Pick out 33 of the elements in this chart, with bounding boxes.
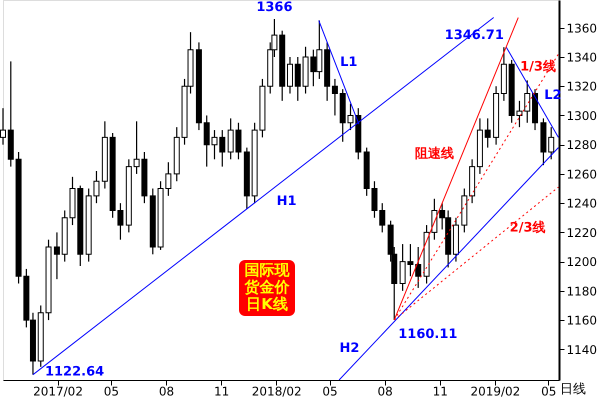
y-tick-label: 1200: [566, 255, 598, 270]
x-tick-label: 11: [432, 384, 448, 398]
y-tick-label: 1360: [566, 21, 598, 36]
x-tick-label: 05: [541, 384, 556, 398]
x-tick-label: 08: [158, 384, 174, 398]
series-label: 2/3线: [510, 220, 546, 236]
y-tick-label: 1180: [566, 284, 598, 298]
annotation: 1160.11: [398, 326, 458, 342]
x-tick-label: 05: [104, 384, 119, 398]
y-tick-label: 1140: [566, 342, 598, 357]
series-label: H1: [276, 194, 297, 209]
x-tick-label: 05: [322, 384, 338, 398]
x-tick-label: 08: [378, 384, 393, 398]
x-tick-label: 2019/02: [470, 384, 520, 398]
y-tick-label: 1320: [566, 80, 598, 94]
annotation: 1366: [256, 0, 293, 15]
series-label: 1/3线: [520, 60, 556, 75]
y-tick-label: 1340: [566, 50, 598, 64]
y-tick-label: 1160: [566, 314, 598, 328]
y-tick-label: 1300: [566, 108, 598, 123]
series-label: H2: [339, 341, 360, 356]
text: 国际现货金价日K线: [244, 261, 290, 313]
x-tick-label: 11: [214, 384, 230, 398]
series-label: 阻速线: [414, 146, 454, 162]
x-tick-label: 2018/02: [252, 384, 302, 398]
y-tick-label: 1240: [566, 196, 598, 211]
x-tick-label: 2017/02: [33, 384, 83, 398]
series-label: L1: [340, 54, 358, 70]
annotation: 1122.64: [44, 364, 104, 380]
y-tick-label: 1260: [566, 167, 598, 182]
y-tick-label: 1280: [566, 138, 598, 152]
y-tick-label: 1220: [566, 226, 598, 240]
x-axis-title: 日线: [560, 382, 586, 397]
